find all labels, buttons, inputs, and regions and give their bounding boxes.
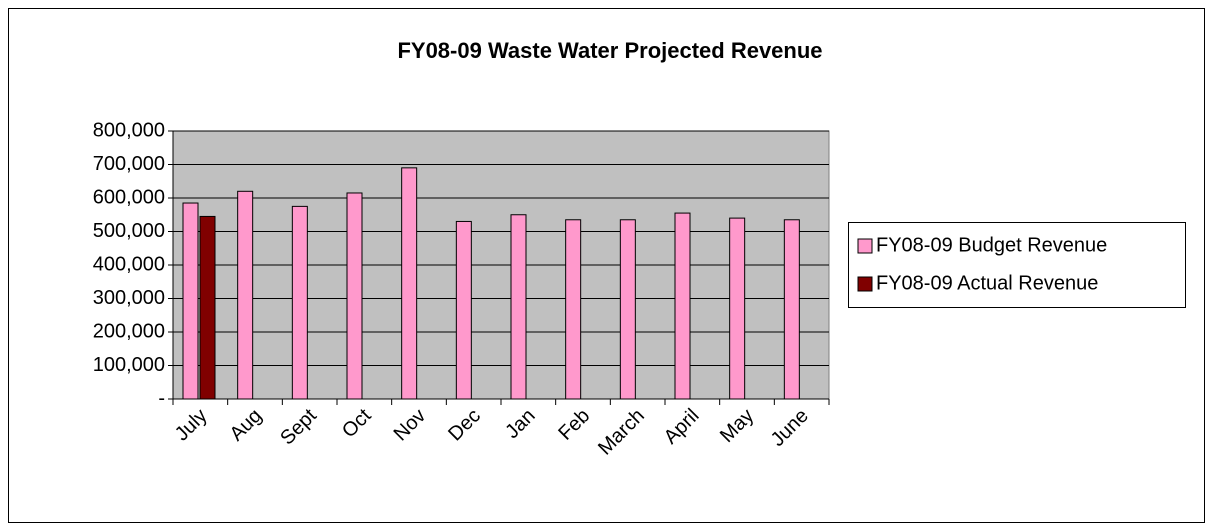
y-tick-label: 300,000 (93, 287, 165, 309)
y-tick-label: 600,000 (93, 186, 165, 208)
y-tick-label: 200,000 (93, 320, 165, 342)
y-tick-label: 100,000 (93, 354, 165, 376)
bar (565, 219, 582, 400)
legend-swatch (857, 276, 873, 292)
bar (783, 219, 800, 400)
chart-title: FY08-09 Waste Water Projected Revenue (397, 38, 822, 63)
bar (401, 167, 418, 400)
bar (346, 192, 363, 400)
bar (199, 215, 216, 400)
y-tick-label: - (158, 387, 165, 409)
y-tick-label: 500,000 (93, 220, 165, 242)
legend-swatch (857, 238, 873, 254)
bar (729, 217, 746, 400)
bar (182, 202, 199, 400)
bar (455, 220, 472, 400)
legend-label: FY08-09 Actual Revenue (876, 272, 1098, 294)
bar (510, 214, 527, 400)
bar (619, 219, 636, 400)
legend-box (848, 222, 1186, 308)
y-tick-label: 800,000 (93, 119, 165, 141)
bar (674, 212, 691, 400)
y-tick-label: 400,000 (93, 253, 165, 275)
y-tick-label: 700,000 (93, 153, 165, 175)
bar (291, 205, 308, 400)
bar (237, 190, 254, 400)
legend-label: FY08-09 Budget Revenue (876, 234, 1107, 256)
